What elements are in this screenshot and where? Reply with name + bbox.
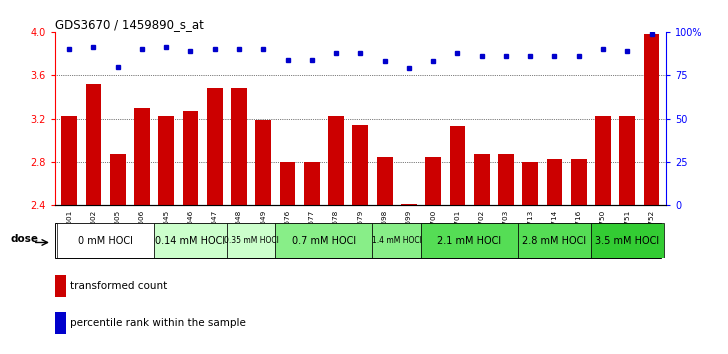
Bar <box>352 125 368 205</box>
Bar <box>207 88 223 205</box>
Bar <box>227 223 275 258</box>
Bar <box>450 126 465 205</box>
Text: 0.35 mM HOCl: 0.35 mM HOCl <box>223 236 279 245</box>
Text: 0.7 mM HOCl: 0.7 mM HOCl <box>292 236 356 246</box>
Text: 0 mM HOCl: 0 mM HOCl <box>78 236 133 246</box>
Text: 2.1 mM HOCl: 2.1 mM HOCl <box>438 236 502 246</box>
Bar <box>110 154 126 205</box>
Bar <box>518 223 591 258</box>
Text: 0.14 mM HOCl: 0.14 mM HOCl <box>156 236 226 246</box>
Bar <box>591 223 664 258</box>
Text: 1.4 mM HOCl: 1.4 mM HOCl <box>372 236 422 245</box>
Text: GDS3670 / 1459890_s_at: GDS3670 / 1459890_s_at <box>55 18 203 31</box>
Bar <box>523 162 538 205</box>
Bar <box>55 312 66 334</box>
Bar <box>86 84 101 205</box>
Text: 2.8 mM HOCl: 2.8 mM HOCl <box>523 236 587 246</box>
Bar <box>328 116 344 205</box>
Bar <box>61 116 77 205</box>
Text: dose: dose <box>11 234 39 244</box>
Bar <box>620 116 635 205</box>
Text: 3.5 mM HOCl: 3.5 mM HOCl <box>596 236 660 246</box>
Bar <box>498 154 514 205</box>
Text: percentile rank within the sample: percentile rank within the sample <box>70 318 246 328</box>
Bar <box>232 88 247 205</box>
Bar <box>57 223 154 258</box>
Bar <box>401 204 417 205</box>
Bar <box>571 159 587 205</box>
Bar <box>425 156 441 205</box>
Bar <box>373 223 421 258</box>
Bar <box>474 154 489 205</box>
Bar <box>134 108 150 205</box>
Bar <box>154 223 227 258</box>
Text: transformed count: transformed count <box>70 281 167 291</box>
Bar <box>275 223 373 258</box>
Bar <box>377 156 392 205</box>
Bar <box>159 116 174 205</box>
Bar <box>183 111 199 205</box>
Bar <box>644 34 660 205</box>
Bar <box>55 275 66 297</box>
Bar <box>596 116 611 205</box>
Bar <box>547 159 563 205</box>
Bar <box>280 162 296 205</box>
Bar <box>304 162 320 205</box>
Bar <box>421 223 518 258</box>
Bar <box>256 120 271 205</box>
